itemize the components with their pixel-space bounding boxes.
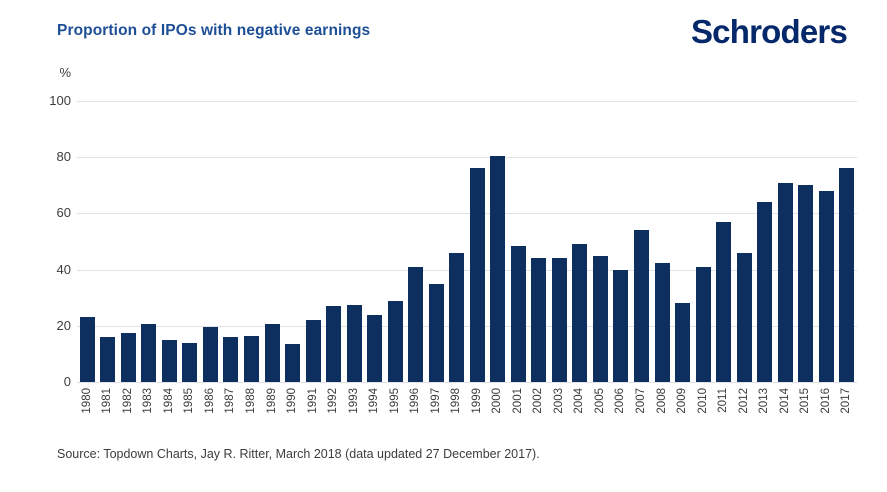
y-tick-label-40: 40 [56, 261, 71, 277]
bar-1992 [326, 306, 342, 382]
bar-2011 [716, 221, 732, 382]
gridline-0 [77, 382, 857, 383]
x-tick-label-1997: 1997 [429, 388, 442, 414]
bar-2005 [592, 255, 608, 382]
bar-1987 [223, 337, 239, 382]
x-tick-label-2000: 2000 [491, 388, 504, 414]
x-tick-label-1994: 1994 [368, 388, 381, 414]
y-tick-label-20: 20 [56, 317, 71, 333]
x-tick-label-1989: 1989 [265, 388, 278, 414]
bar-2014 [777, 182, 793, 382]
bar-2002 [531, 258, 547, 382]
x-tick-label-1992: 1992 [327, 388, 340, 414]
x-tick-label-2010: 2010 [696, 388, 709, 414]
gridline-80 [77, 157, 857, 159]
bar-chart-plot-area: 1980 1981 1982 1983 1984 1985 1986 1987 1988 1989… [77, 101, 857, 414]
x-tick-label-2008: 2008 [655, 388, 668, 414]
bar-2016 [818, 190, 834, 382]
gridline-100 [77, 101, 857, 102]
gridline-60 [77, 213, 857, 215]
bar-1980 [79, 317, 95, 382]
bar-1984 [161, 339, 177, 382]
bar-1994 [367, 314, 383, 382]
x-tick-label-2017: 2017 [840, 388, 853, 414]
gridline-20 [77, 325, 857, 327]
bar-2010 [695, 266, 711, 382]
bar-1996 [408, 266, 424, 382]
bar-1990 [285, 344, 301, 382]
x-tick-label-2001: 2001 [511, 388, 524, 414]
bar-2017 [839, 168, 855, 382]
bar-2008 [654, 262, 670, 382]
x-tick-label-1998: 1998 [450, 388, 463, 414]
x-tick-label-1987: 1987 [224, 388, 237, 414]
bar-2009 [675, 303, 691, 382]
bar-1989 [264, 324, 280, 382]
x-tick-label-2002: 2002 [532, 388, 545, 414]
bar-1998 [449, 252, 465, 382]
y-tick-label-100: 100 [49, 93, 71, 108]
y-tick-label-0: 0 [63, 374, 71, 389]
bar-2004 [572, 244, 588, 382]
x-tick-label-1988: 1988 [244, 388, 257, 414]
bar-1995 [387, 300, 403, 382]
x-tick-label-1981: 1981 [101, 388, 114, 414]
x-tick-label-2009: 2009 [676, 388, 689, 414]
bar-1991 [305, 320, 321, 382]
x-tick-label-2014: 2014 [778, 388, 791, 414]
x-tick-label-2012: 2012 [737, 388, 750, 414]
x-tick-label-2007: 2007 [634, 388, 647, 414]
x-tick-label-2003: 2003 [552, 388, 565, 414]
bar-1985 [182, 342, 198, 382]
x-tick-label-1995: 1995 [388, 388, 401, 414]
bar-1986 [202, 327, 218, 382]
x-tick-label-2004: 2004 [573, 388, 586, 414]
bar-2012 [736, 252, 752, 382]
bar-1982 [120, 332, 136, 382]
bar-2007 [633, 230, 649, 382]
bar-2000 [490, 155, 506, 382]
bar-1981 [100, 337, 116, 382]
x-tick-label-1996: 1996 [409, 388, 422, 414]
x-tick-label-1986: 1986 [203, 388, 216, 414]
x-tick-label-1980: 1980 [80, 388, 93, 414]
bar-2001 [510, 245, 526, 382]
bar-1993 [346, 304, 362, 382]
bar-1997 [428, 283, 444, 382]
x-tick-label-2006: 2006 [614, 388, 627, 414]
x-tick-label-2016: 2016 [819, 388, 832, 414]
chart-title: Proportion of IPOs with negative earning… [57, 22, 371, 39]
y-axis-unit-label: % [59, 65, 71, 80]
x-tick-label-2011: 2011 [717, 388, 730, 413]
bar-1999 [469, 168, 485, 382]
x-tick-label-1999: 1999 [470, 388, 483, 414]
bar-1983 [141, 324, 157, 382]
source-note: Source: Topdown Charts, Jay R. Ritter, M… [57, 447, 540, 461]
bar-2015 [798, 185, 814, 382]
x-tick-label-1990: 1990 [286, 388, 299, 414]
bar-2013 [757, 202, 773, 382]
bar-1988 [243, 335, 259, 382]
x-tick-label-1993: 1993 [347, 388, 360, 414]
x-tick-label-1982: 1982 [121, 388, 134, 414]
schroders-logo: Schroders [690, 13, 848, 50]
bar-2003 [551, 258, 567, 382]
x-tick-label-1985: 1985 [183, 388, 196, 414]
x-tick-label-2015: 2015 [799, 388, 812, 414]
y-tick-label-80: 80 [56, 149, 71, 165]
y-tick-label-60: 60 [56, 205, 71, 221]
bar-2006 [613, 269, 629, 382]
gridline-40 [77, 269, 857, 271]
x-tick-label-2013: 2013 [758, 388, 771, 414]
x-tick-label-1983: 1983 [142, 388, 155, 414]
x-tick-label-2005: 2005 [593, 388, 606, 414]
x-tick-label-1984: 1984 [162, 388, 175, 414]
x-tick-label-1991: 1991 [306, 388, 319, 414]
